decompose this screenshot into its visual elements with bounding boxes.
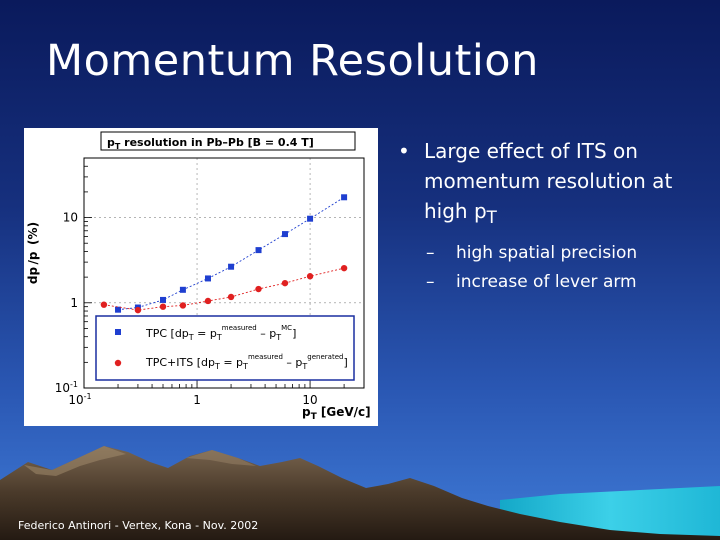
data-point-tpc-its xyxy=(340,264,348,272)
data-point-tpc xyxy=(204,275,211,282)
sub-bullet-text: increase of lever arm xyxy=(456,272,637,292)
mountain-landscape xyxy=(0,446,720,540)
chart-title-box xyxy=(100,131,356,151)
mountain-range xyxy=(0,446,720,540)
bullet-main-text: Large effect of ITS on momentum resoluti… xyxy=(424,139,673,223)
resolution-chart: pT resolution in Pb–Pb [B = 0.4 T] 10-1 1… xyxy=(26,131,371,422)
data-point-tpc xyxy=(228,263,235,270)
data-point-tpc xyxy=(255,247,262,254)
legend: TPC [dpT = pTmeasured – pTMC] TPC+ITS [d… xyxy=(95,315,355,381)
sub-bullet-text: high spatial precision xyxy=(456,243,638,263)
data-point-tpc xyxy=(179,286,186,293)
data-point-tpc xyxy=(281,231,288,238)
y-axis-label: dp /p (%) xyxy=(26,222,40,284)
axis-ticks xyxy=(83,157,365,389)
bullet-list: • Large effect of ITS on momentum resolut… xyxy=(398,136,708,297)
dash-icon: – xyxy=(426,243,435,263)
bullet-dot-icon: • xyxy=(398,139,410,163)
dash-icon: – xyxy=(426,272,435,292)
mountain-highlight xyxy=(186,450,256,466)
data-point-tpc-its xyxy=(281,279,289,287)
data-point-tpc-its xyxy=(204,297,212,305)
data-point-tpc xyxy=(160,296,167,303)
data-series xyxy=(100,194,348,314)
data-point-tpc-its xyxy=(255,285,262,293)
footer-credit: Federico Antinori - Vertex, Kona - Nov. … xyxy=(18,519,259,532)
bullet-main-subscript: T xyxy=(486,208,497,227)
legend-marker-tpc-its xyxy=(114,359,122,367)
data-point-tpc-its xyxy=(179,302,187,309)
sub-bullet: – high spatial precision xyxy=(398,239,708,268)
data-point-tpc-its xyxy=(159,303,167,310)
data-point-tpc-its xyxy=(100,301,108,308)
data-point-tpc-its xyxy=(134,306,142,314)
data-point-tpc xyxy=(307,215,314,222)
legend-box xyxy=(95,315,355,381)
y-tick-label: 1 xyxy=(70,296,78,310)
y-tick-label: 10 xyxy=(63,211,78,225)
slide-title: Momentum Resolution xyxy=(46,36,539,86)
data-point-tpc xyxy=(115,306,122,313)
mountain-highlight xyxy=(24,446,126,476)
data-point-tpc-its xyxy=(227,293,235,301)
series-line-1 xyxy=(103,267,345,311)
legend-marker-tpc xyxy=(115,329,121,335)
series-line-0 xyxy=(117,196,345,311)
data-point-tpc-its xyxy=(306,273,314,280)
bullet-main: • Large effect of ITS on momentum resolut… xyxy=(398,136,708,233)
plot-frame xyxy=(83,157,365,389)
chart-title: pT resolution in Pb–Pb [B = 0.4 T] xyxy=(107,136,314,151)
x-tick-label: 10 xyxy=(302,393,317,407)
plot-panel: pT resolution in Pb–Pb [B = 0.4 T] 10-1 1… xyxy=(24,128,378,426)
x-tick-label: 1 xyxy=(193,393,201,407)
sub-bullet: – increase of lever arm xyxy=(398,268,708,297)
legend-label-tpc: TPC [dpT = pTmeasured – pTMC] xyxy=(145,324,296,342)
chart-title-group: pT resolution in Pb–Pb [B = 0.4 T] xyxy=(100,131,356,151)
data-point-tpc xyxy=(341,194,348,201)
legend-label-tpc-its: TPC+ITS [dpT = pTmeasured – pTgenerated] xyxy=(145,353,348,371)
x-axis-label: pT [GeV/c] xyxy=(302,405,371,422)
